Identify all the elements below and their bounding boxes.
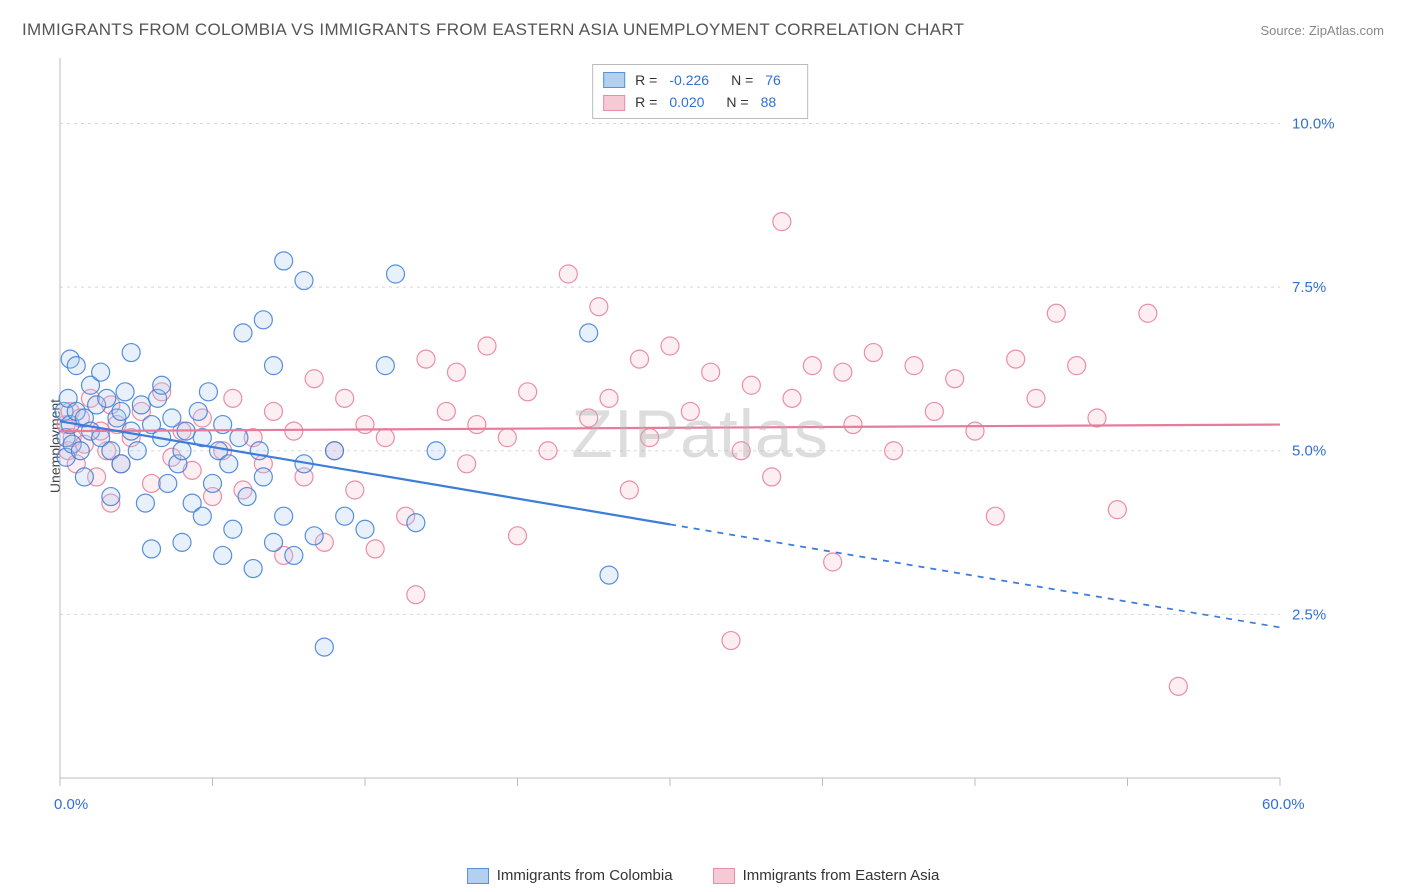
n-label: N = xyxy=(731,69,753,91)
r-value: 0.020 xyxy=(669,91,704,113)
legend-label: Immigrants from Eastern Asia xyxy=(743,867,940,884)
x-axis-max: 60.0% xyxy=(1262,796,1305,813)
swatch-eastern-asia xyxy=(713,868,735,884)
legend-item-eastern-asia: Immigrants from Eastern Asia xyxy=(713,867,940,884)
r-label: R = xyxy=(635,91,657,113)
n-value: 76 xyxy=(765,69,781,91)
svg-text:5.0%: 5.0% xyxy=(1292,443,1326,460)
stats-row-colombia: R = -0.226 N = 76 xyxy=(603,69,793,91)
r-label: R = xyxy=(635,69,657,91)
n-value: 88 xyxy=(761,91,777,113)
svg-text:10.0%: 10.0% xyxy=(1292,115,1335,132)
svg-text:2.5%: 2.5% xyxy=(1292,606,1326,623)
chart-area: 2.5%5.0%7.5%10.0% ZIPatlas R = -0.226 N … xyxy=(50,58,1350,818)
source-label: Source: ZipAtlas.com xyxy=(1260,23,1384,38)
swatch-colombia xyxy=(603,72,625,88)
r-value: -0.226 xyxy=(669,69,709,91)
legend-item-colombia: Immigrants from Colombia xyxy=(467,867,673,884)
series-legend: Immigrants from Colombia Immigrants from… xyxy=(0,867,1406,884)
x-axis-min: 0.0% xyxy=(54,796,88,813)
stats-legend: R = -0.226 N = 76 R = 0.020 N = 88 xyxy=(592,64,808,119)
header: IMMIGRANTS FROM COLOMBIA VS IMMIGRANTS F… xyxy=(22,20,1384,40)
swatch-colombia xyxy=(467,868,489,884)
swatch-eastern-asia xyxy=(603,95,625,111)
svg-text:7.5%: 7.5% xyxy=(1292,279,1326,296)
legend-label: Immigrants from Colombia xyxy=(497,867,673,884)
n-label: N = xyxy=(726,91,748,113)
scatter-plot: 2.5% 5.0% 7.5% 10.0% xyxy=(50,58,1350,818)
chart-title: IMMIGRANTS FROM COLOMBIA VS IMMIGRANTS F… xyxy=(22,20,964,40)
stats-row-eastern-asia: R = 0.020 N = 88 xyxy=(603,91,793,113)
